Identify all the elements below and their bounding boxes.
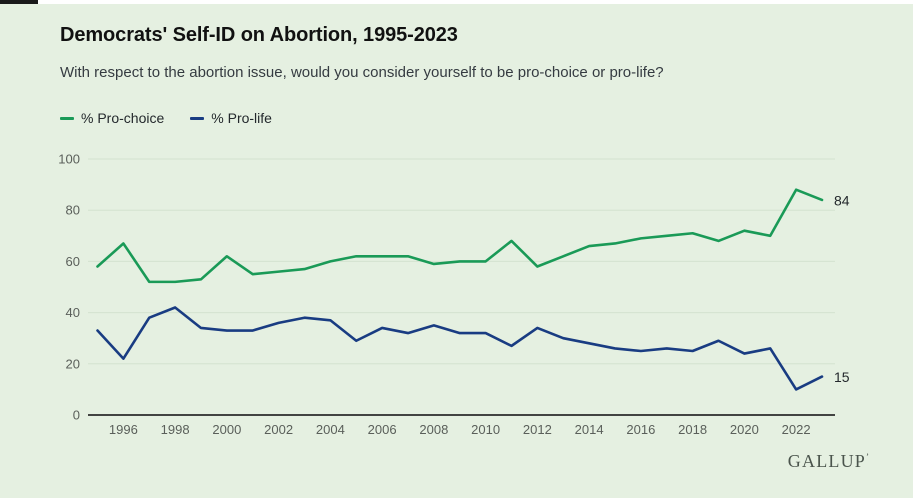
x-axis-tick-label: 2004 [316, 422, 345, 437]
x-axis-tick-label: 2000 [212, 422, 241, 437]
y-axis-tick-label: 40 [66, 305, 80, 320]
y-axis-tick-label: 20 [66, 356, 80, 371]
legend-item-pro-choice[interactable]: % Pro-choice [60, 110, 164, 126]
x-axis-tick-label: 2010 [471, 422, 500, 437]
y-axis-tick-label: 100 [58, 152, 80, 167]
gallup-logo-text: GALLUP [787, 451, 866, 471]
gallup-logo-mark: ’ [866, 452, 869, 462]
x-axis-tick-label: 2020 [730, 422, 759, 437]
browser-artifact-bar [0, 0, 38, 4]
y-axis-tick-label: 80 [66, 203, 80, 218]
x-axis-tick-label: 1998 [161, 422, 190, 437]
x-axis-tick-label: 2006 [368, 422, 397, 437]
legend-label-pro-choice: % Pro-choice [81, 110, 165, 126]
chart-subtitle: With respect to the abortion issue, woul… [60, 64, 664, 81]
series-end-label-pro-life: 15 [834, 369, 850, 385]
x-axis-tick-label: 1996 [109, 422, 138, 437]
legend: % Pro-choice % Pro-life [60, 110, 272, 126]
legend-item-pro-life[interactable]: % Pro-life [190, 110, 272, 126]
x-axis-tick-label: 2002 [264, 422, 293, 437]
gallup-logo: GALLUP’ [788, 451, 869, 472]
pro-life-line-swatch [190, 116, 205, 120]
series-end-label-pro-choice: 84 [834, 192, 850, 208]
chart-title: Democrats' Self-ID on Abortion, 1995-202… [60, 24, 458, 46]
x-axis-tick-label: 2014 [575, 422, 604, 437]
legend-label-pro-life: % Pro-life [211, 110, 272, 126]
x-axis-tick-label: 2022 [782, 422, 811, 437]
pro-choice-line-swatch [60, 116, 74, 120]
series-line-pro-choice[interactable] [96, 188, 824, 284]
x-axis-tick-label: 2012 [523, 422, 552, 437]
x-axis-tick-label: 2016 [626, 422, 655, 437]
series-line-pro-life[interactable] [96, 306, 824, 391]
x-axis-tick-label: 2008 [419, 422, 448, 437]
top-strip [0, 0, 913, 4]
y-axis-tick-label: 60 [66, 254, 80, 269]
x-axis-tick-label: 2018 [678, 422, 707, 437]
y-axis-tick-label: 0 [73, 408, 80, 423]
